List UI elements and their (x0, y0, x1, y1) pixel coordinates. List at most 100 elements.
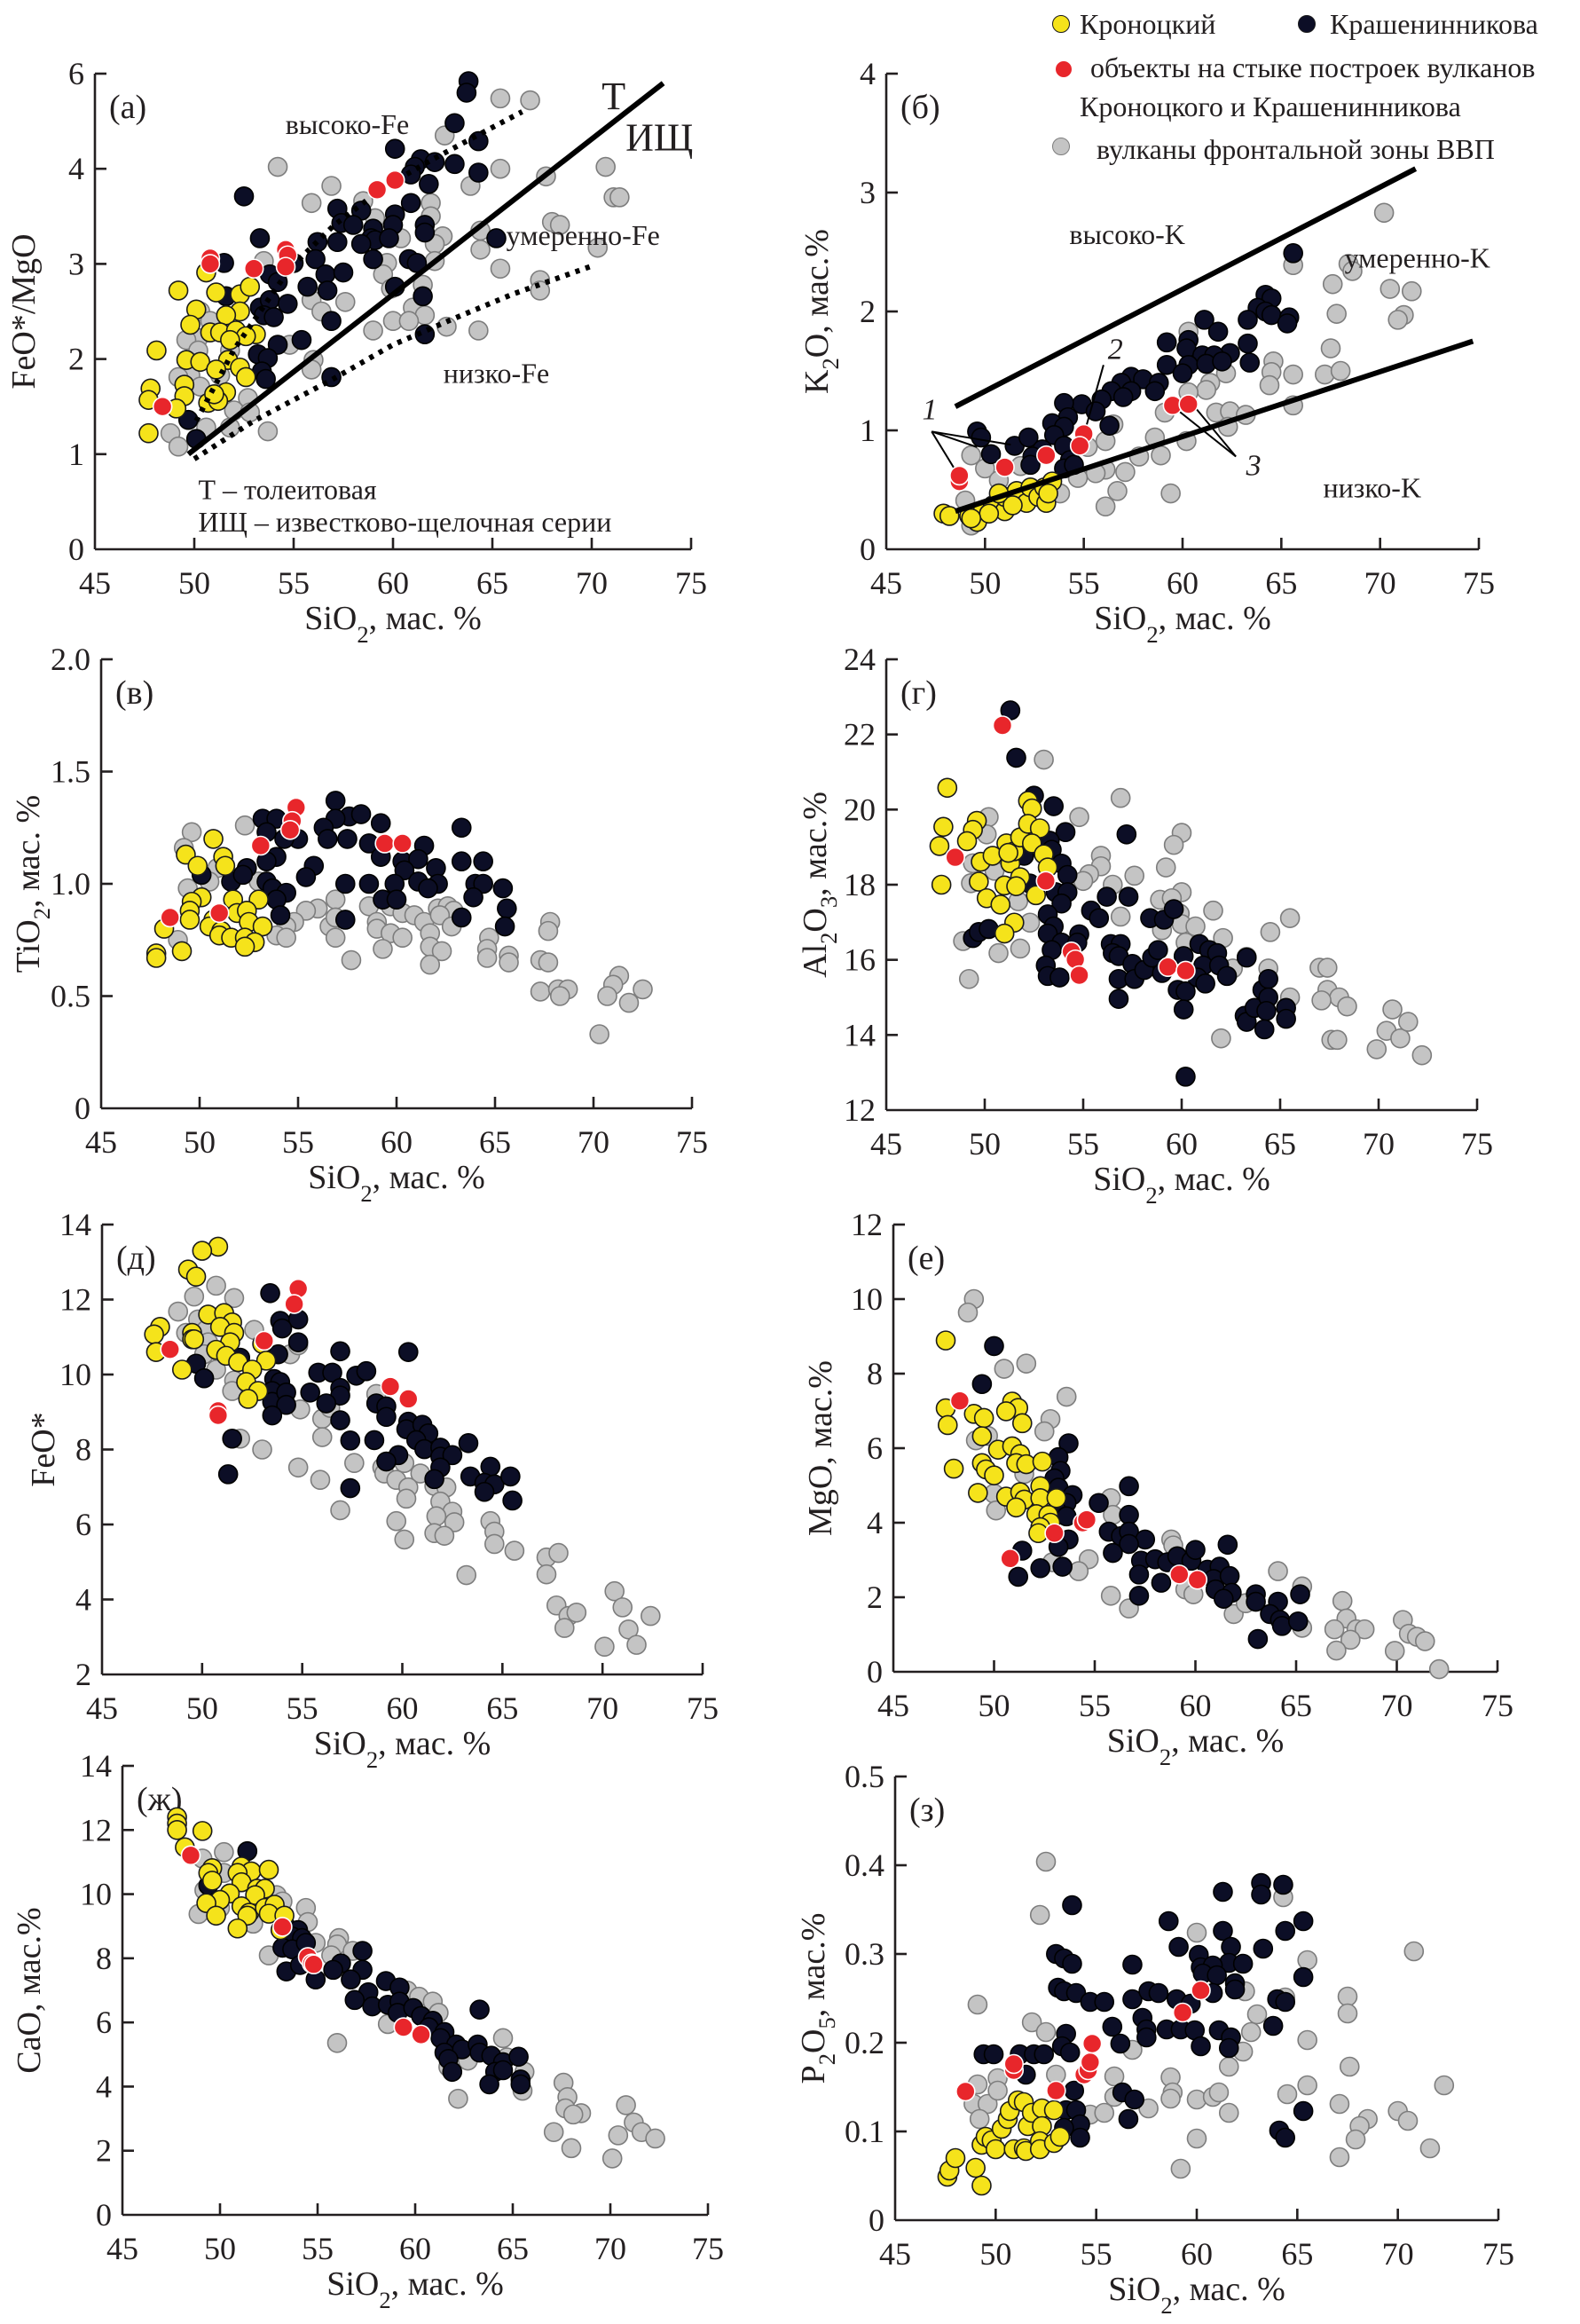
point-kronotsky (206, 359, 226, 380)
point-kronotsky (956, 831, 978, 852)
point-krasheninnikov (1151, 1572, 1172, 1593)
point-frontal-zone-volcano (589, 1024, 609, 1044)
point-krasheninnikov (1049, 967, 1070, 988)
point-frontal-zone-volcano (994, 1359, 1015, 1379)
series-krash (973, 1872, 1314, 2148)
point-krasheninnikov (1006, 747, 1026, 768)
point-junction-object (1036, 445, 1057, 466)
point-kronotsky (192, 1241, 213, 1261)
point-kronotsky (1006, 1497, 1026, 1518)
point-frontal-zone-volcano (1297, 2075, 1317, 2096)
point-kronotsky (171, 941, 193, 962)
point-kronotsky (255, 1351, 277, 1371)
point-frontal-zone-volcano (1297, 2029, 1317, 2051)
point-frontal-zone-volcano (604, 1580, 625, 1602)
point-kronotsky (145, 948, 167, 968)
point-krasheninnikov (1283, 243, 1303, 264)
point-krasheninnikov (1275, 1991, 1296, 2013)
x-tick-label: 70 (1364, 565, 1396, 601)
panel-label: (з) (909, 1792, 945, 1829)
callout-1-leader (931, 430, 1011, 446)
y-axis-title: K2O, мас.% (798, 229, 844, 394)
point-frontal-zone-volcano (334, 291, 356, 312)
point-frontal-zone-volcano (1390, 1028, 1411, 1049)
point-frontal-zone-volcano (1160, 2088, 1181, 2109)
x-tick-label: 55 (287, 1690, 318, 1726)
point-krasheninnikov (1232, 1953, 1254, 1974)
point-frontal-zone-volcano (520, 90, 540, 111)
point-krasheninnikov (1119, 1504, 1139, 1525)
point-krasheninnikov (337, 829, 358, 849)
point-krasheninnikov (1293, 1910, 1314, 1932)
point-frontal-zone-volcano (1110, 906, 1131, 927)
y-axis-title: FeO*/MgO (5, 233, 43, 389)
point-kronotsky (179, 910, 200, 930)
series-krash (177, 71, 507, 449)
point-krasheninnikov (232, 864, 254, 886)
point-krasheninnikov (333, 262, 354, 283)
x-tick-label: 70 (594, 2231, 626, 2266)
point-frontal-zone-volcano (1401, 280, 1422, 302)
point-kronotsky (937, 1414, 958, 1436)
point-kronotsky (979, 503, 1000, 524)
point-krasheninnikov (1128, 1564, 1150, 1585)
point-frontal-zone-volcano (612, 1597, 633, 1618)
y-tick-label: 8 (75, 1432, 91, 1468)
point-krasheninnikov (1018, 427, 1039, 448)
point-krasheninnikov (326, 232, 348, 253)
point-frontal-zone-volcano (276, 927, 296, 949)
point-kronotsky (971, 2175, 992, 2196)
point-frontal-zone-volcano (504, 1540, 525, 1561)
point-frontal-zone-volcano (1337, 2003, 1358, 2024)
series-kron (935, 1330, 1067, 1544)
point-krasheninnikov (317, 829, 338, 849)
point-frontal-zone-volcano (1186, 1922, 1207, 1943)
point-junction-object (1178, 394, 1199, 414)
point-krasheninnikov (295, 867, 317, 887)
point-krasheninnikov (463, 886, 483, 908)
point-krasheninnikov (971, 1374, 993, 1395)
x-tick-label: 65 (486, 1690, 518, 1726)
point-krasheninnikov (1246, 1591, 1266, 1612)
x-tick-label: 65 (1264, 1126, 1296, 1162)
x-tick-label: 65 (476, 565, 508, 601)
point-frontal-zone-volcano (566, 1602, 587, 1623)
point-frontal-zone-volcano (1010, 938, 1031, 959)
point-frontal-zone-volcano (326, 2032, 348, 2053)
panel-z: 0 0.1 0.2 0.3 0.4 0.5 45 50 55 60 65 70 75 SiO2, мас.… (795, 1759, 1514, 2319)
x-tick-label: 45 (85, 1124, 117, 1160)
point-kronotsky (994, 923, 1015, 944)
point-krasheninnikov (456, 83, 477, 103)
point-kronotsky (1038, 483, 1058, 504)
y-tick-label: 2 (860, 294, 876, 329)
point-frontal-zone-volcano (958, 968, 979, 989)
point-frontal-zone-volcano (969, 2108, 990, 2130)
point-junction-object (380, 1376, 401, 1397)
point-krasheninnikov (323, 1959, 343, 1981)
x-tick-label: 55 (1068, 565, 1100, 601)
point-frontal-zone-volcano (392, 927, 413, 949)
point-frontal-zone-volcano (618, 1619, 639, 1640)
point-frontal-zone-volcano (1138, 2098, 1159, 2119)
point-frontal-zone-volcano (1320, 338, 1341, 358)
point-frontal-zone-volcano (1034, 1421, 1055, 1442)
point-krasheninnikov (1055, 822, 1076, 843)
point-frontal-zone-volcano (1115, 461, 1136, 483)
point-frontal-zone-volcano (549, 215, 570, 235)
y-tick-label: 1 (860, 413, 876, 448)
point-krasheninnikov (1008, 1566, 1029, 1587)
point-krasheninnikov (370, 813, 391, 833)
point-krasheninnikov (358, 873, 380, 894)
point-kronotsky (1032, 1451, 1053, 1472)
point-kronotsky (146, 340, 167, 361)
point-kronotsky (238, 1389, 259, 1409)
x-tick-label: 75 (676, 1124, 708, 1160)
point-krasheninnikov (305, 248, 326, 270)
point-krasheninnikov (1195, 973, 1215, 994)
point-kronotsky (190, 351, 211, 373)
x-tick-label: 50 (979, 2236, 1011, 2272)
point-frontal-zone-volcano (1419, 2138, 1441, 2159)
point-kronotsky (167, 1819, 187, 1840)
point-krasheninnikov (1064, 2080, 1085, 2101)
point-krasheninnikov (1030, 1557, 1051, 1579)
